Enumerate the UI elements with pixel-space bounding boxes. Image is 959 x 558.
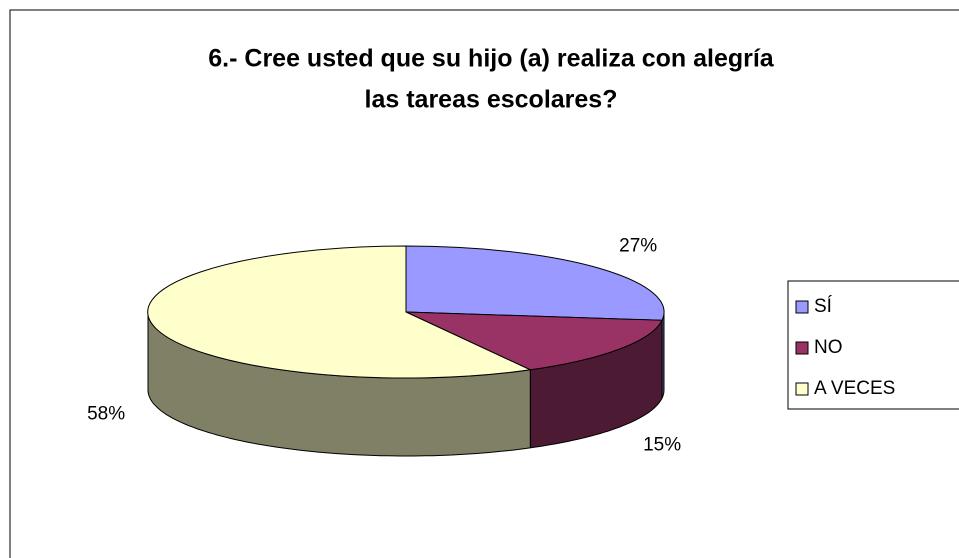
data-label: 27% — [619, 236, 657, 257]
legend-label: A VECES — [814, 378, 895, 399]
data-label: 58% — [87, 404, 125, 425]
chart-title: 6.- Cree usted que su hijo (a) realiza c… — [208, 45, 775, 73]
legend-label: NO — [814, 337, 843, 358]
legend-label: SÍ — [814, 296, 833, 317]
chart-title: las tareas escolares? — [365, 86, 618, 114]
legend-swatch — [795, 300, 809, 314]
pie-slice — [405, 245, 665, 321]
pie-slice — [147, 245, 533, 379]
pie-slice — [405, 311, 663, 371]
legend-box — [787, 280, 959, 410]
data-label: 15% — [643, 435, 681, 456]
legend-swatch — [795, 341, 809, 355]
legend-swatch — [795, 382, 809, 396]
